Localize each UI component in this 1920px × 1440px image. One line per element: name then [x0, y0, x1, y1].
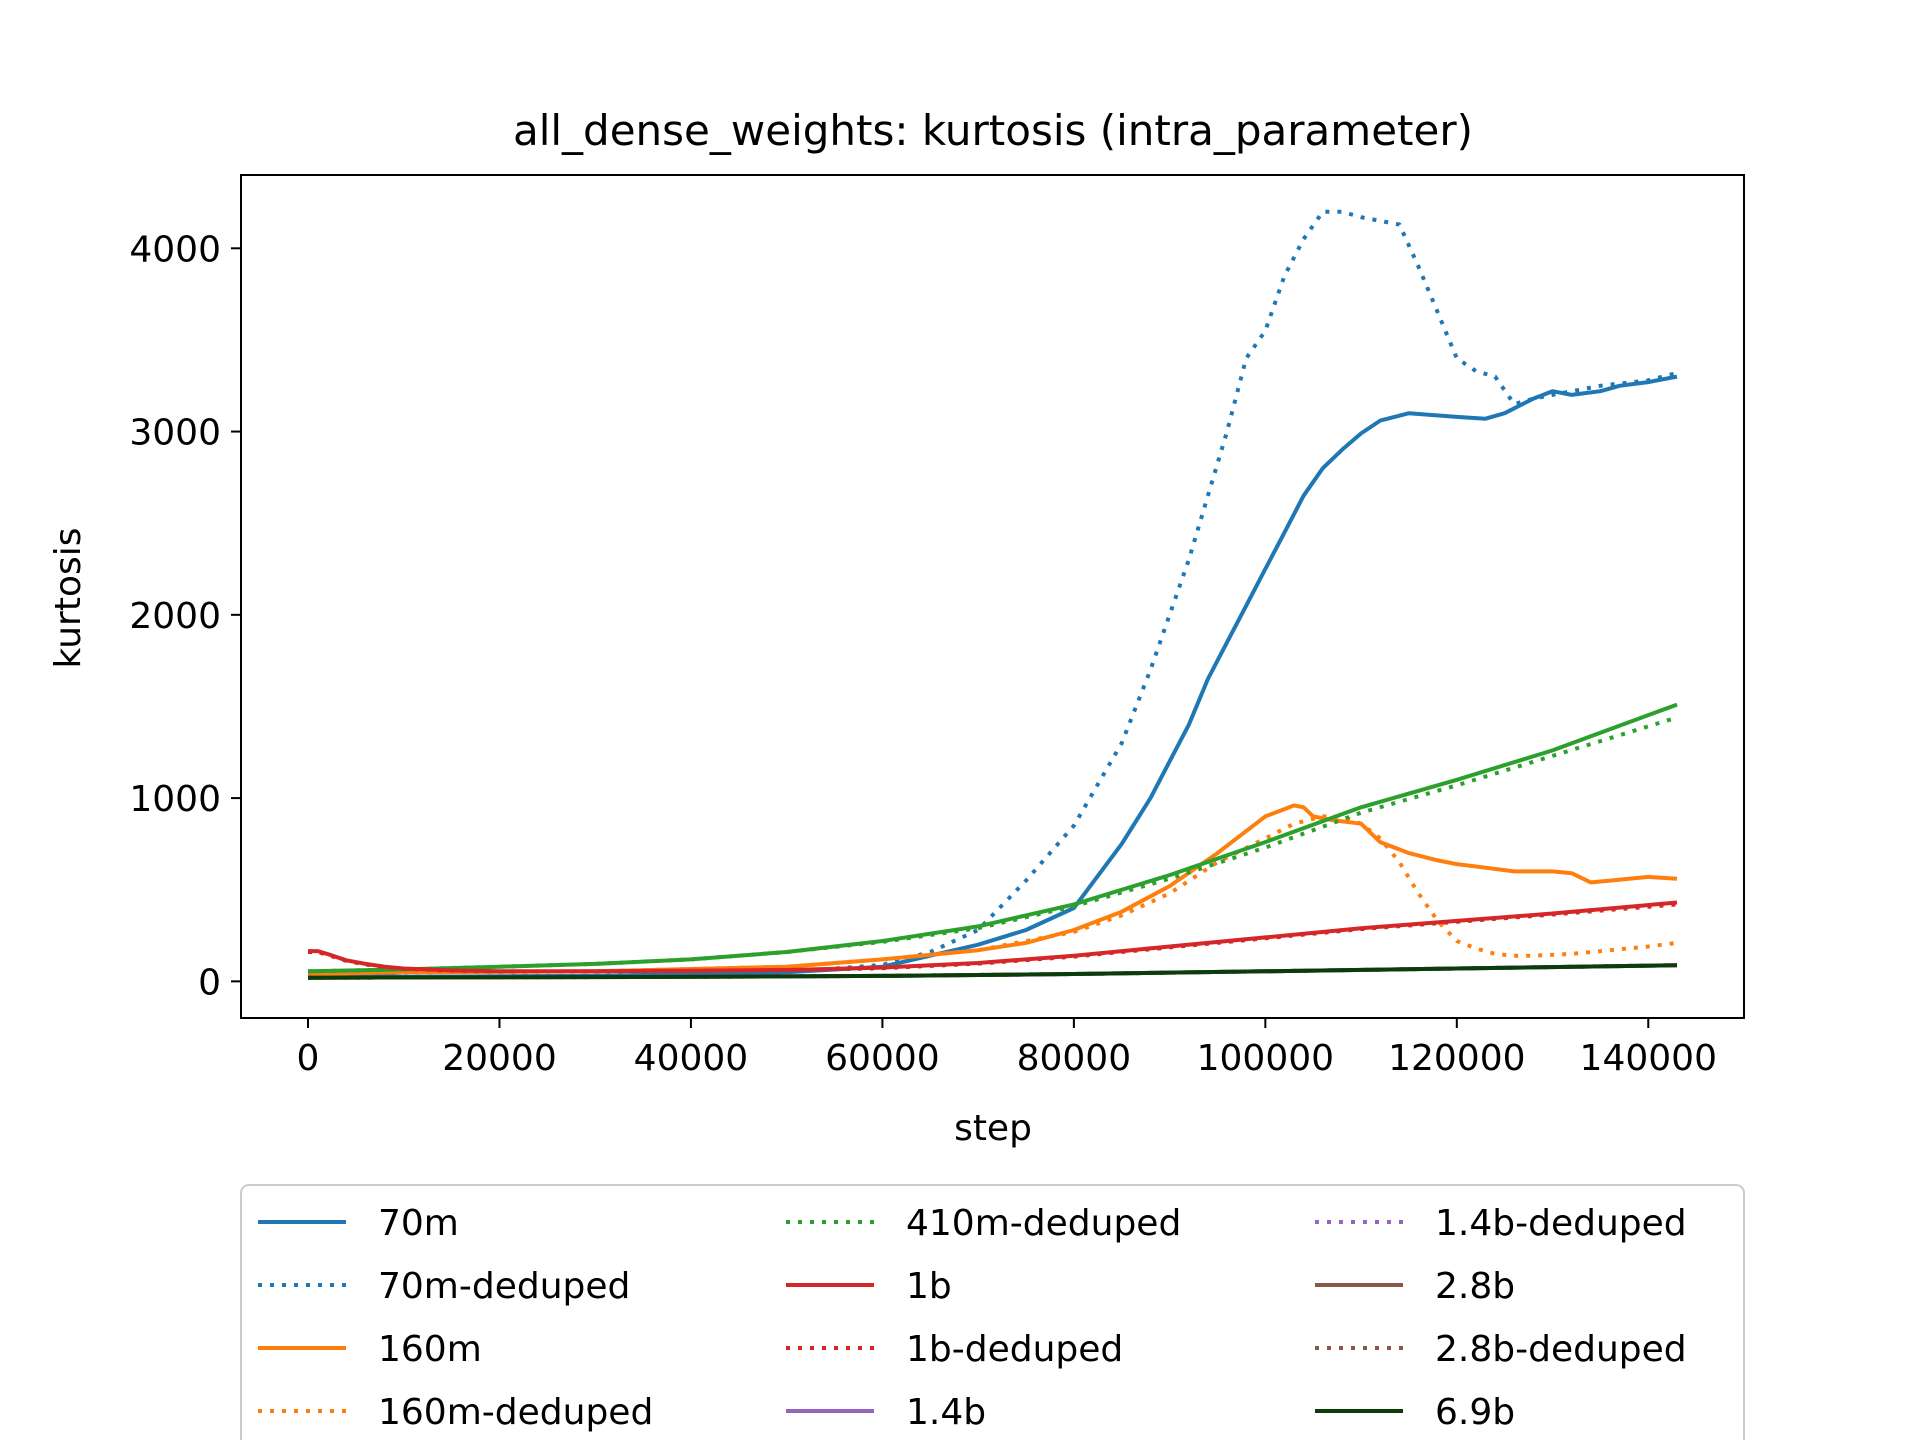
series-layer — [307, 209, 1678, 980]
legend-label-410m-deduped: 410m-deduped — [906, 1203, 1181, 1244]
x-tick-label: 20000 — [442, 1038, 557, 1079]
y-tick-label: 3000 — [129, 413, 221, 454]
series-line-70m — [307, 374, 1678, 979]
y-tick-label: 2000 — [129, 596, 221, 637]
series-line-6-9b — [307, 963, 1678, 980]
legend: 70m 70m-deduped 160m 160m-deduped 410m-dedup… — [240, 1184, 1745, 1440]
chart-title: all_dense_weights: kurtosis (intra_param… — [513, 106, 1473, 155]
legend-label-70m: 70m — [378, 1203, 459, 1244]
series-line-410m-deduped — [307, 715, 1678, 974]
y-tick-label: 1000 — [129, 779, 221, 820]
x-tick-label: 0 — [297, 1038, 320, 1079]
legend-label-1b-deduped: 1b-deduped — [906, 1329, 1123, 1370]
series-line-160m — [307, 803, 1678, 976]
legend-label-2-8b-deduped: 2.8b-deduped — [1435, 1329, 1687, 1370]
legend-label-160m: 160m — [378, 1329, 482, 1370]
x-tick-label: 100000 — [1197, 1038, 1334, 1079]
legend-frame — [240, 1184, 1745, 1440]
legend-label-2-8b: 2.8b — [1435, 1266, 1515, 1307]
x-tick-label: 60000 — [825, 1038, 940, 1079]
plot-frame — [240, 174, 1745, 1019]
x-tick-label: 120000 — [1388, 1038, 1525, 1079]
legend-label-1b: 1b — [906, 1266, 952, 1307]
legend-label-1-4b: 1.4b — [906, 1392, 986, 1433]
x-tick-label: 80000 — [1017, 1038, 1132, 1079]
legend-label-70m-deduped: 70m-deduped — [378, 1266, 630, 1307]
series-line-410m — [307, 702, 1678, 974]
x-axis: 0 20000 40000 60000 80000 100000 120000 140000 — [297, 1018, 1717, 1079]
legend-label-1-4b-deduped: 1.4b-deduped — [1435, 1203, 1687, 1244]
series-line-1b-deduped — [308, 902, 1678, 974]
legend-label-6-9b: 6.9b — [1435, 1392, 1515, 1433]
y-tick-label: 0 — [198, 962, 221, 1003]
y-axis-label: kurtosis — [48, 527, 89, 668]
x-tick-label: 40000 — [634, 1038, 749, 1079]
series-line-160m-deduped — [307, 814, 1678, 976]
series-line-70m-deduped — [307, 209, 1678, 979]
x-axis-label: step — [954, 1108, 1032, 1149]
x-tick-label: 140000 — [1580, 1038, 1717, 1079]
y-tick-label: 4000 — [129, 229, 221, 270]
legend-label-160m-deduped: 160m-deduped — [378, 1392, 653, 1433]
y-axis: 0 1000 2000 3000 4000 — [129, 229, 241, 1003]
